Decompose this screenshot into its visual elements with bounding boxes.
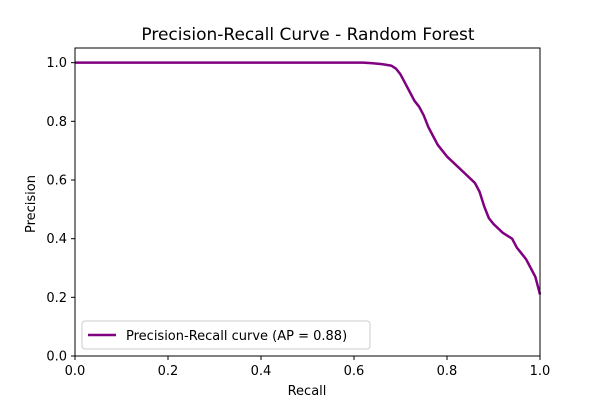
y-tick-label: 0.2 <box>46 291 67 306</box>
x-tick-label: 0.8 <box>437 364 458 379</box>
x-axis-label: Recall <box>288 384 327 399</box>
x-tick-label: 0.0 <box>65 364 86 379</box>
y-tick-label: 0.0 <box>46 350 67 365</box>
y-tick-label: 1.0 <box>46 56 67 71</box>
chart-title: Precision-Recall Curve - Random Forest <box>141 25 474 45</box>
plot-layer <box>75 61 542 295</box>
series-line-0 <box>75 61 542 295</box>
y-axis-ticks: 0.0 0.2 0.4 0.6 0.8 1.0 <box>46 56 75 365</box>
legend-label: Precision-Recall curve (AP = 0.88) <box>126 329 347 344</box>
x-axis-ticks: 0.0 0.2 0.4 0.6 0.8 1.0 <box>65 356 551 379</box>
y-tick-label: 0.6 <box>46 174 67 189</box>
legend: Precision-Recall curve (AP = 0.88) <box>81 320 371 350</box>
y-axis-label: Precision <box>24 175 39 233</box>
x-tick-label: 0.2 <box>158 364 179 379</box>
plot-frame <box>74 47 541 357</box>
y-tick-label: 0.8 <box>46 115 67 130</box>
y-tick-label: 0.4 <box>46 232 67 247</box>
x-tick-label: 0.6 <box>344 364 365 379</box>
x-tick-label: 1.0 <box>530 364 551 379</box>
x-tick-label: 0.4 <box>251 364 272 379</box>
legend-box <box>81 320 371 350</box>
